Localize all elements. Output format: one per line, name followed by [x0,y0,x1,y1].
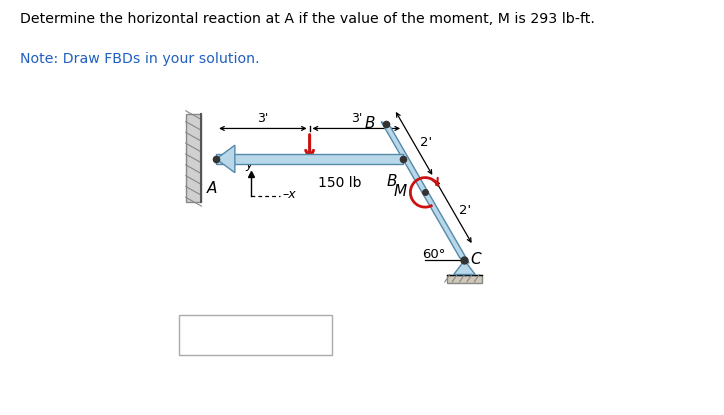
Text: B: B [387,174,397,189]
Text: 60°: 60° [422,248,446,261]
Text: A: A [207,181,217,196]
Text: 3': 3' [350,112,362,124]
Bar [447,275,481,283]
Text: –x: –x [282,188,296,201]
Bar [216,154,403,164]
Text: y: y [245,158,253,171]
Polygon shape [381,122,469,263]
Text: Note: Draw FBDs in your solution.: Note: Draw FBDs in your solution. [20,52,260,66]
Bar [186,114,201,202]
Text: 150 lb: 150 lb [319,176,362,190]
Text: 2': 2' [420,136,432,149]
Text: M: M [393,184,406,199]
Text: C: C [471,252,481,267]
Text: 2': 2' [459,204,471,217]
FancyBboxPatch shape [180,315,332,354]
Text: Determine the horizontal reaction at A if the value of the moment, M is 293 lb-f: Determine the horizontal reaction at A i… [20,12,595,27]
Polygon shape [216,145,235,173]
Text: B: B [364,116,375,131]
Text: 3': 3' [257,112,269,124]
Polygon shape [454,261,475,275]
